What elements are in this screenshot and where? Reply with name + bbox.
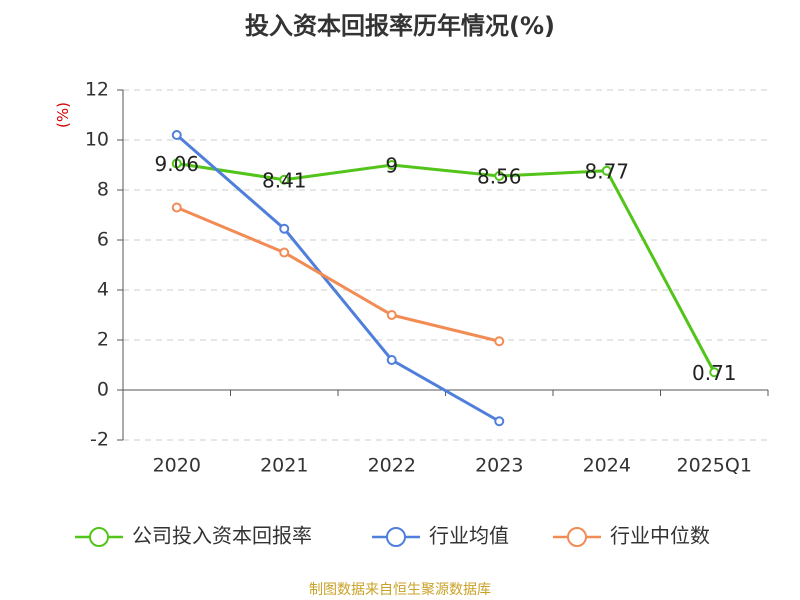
data-point: [171, 202, 182, 213]
y-tick-label: -2: [90, 429, 109, 451]
data-label: 8.77: [584, 159, 629, 183]
legend-marker: [89, 527, 109, 547]
legend: 公司投入资本回报率 行业均值 行业中位数: [75, 524, 710, 548]
series-line: [175, 133, 500, 423]
y-tick-label: 6: [97, 229, 109, 251]
legend-marker: [567, 527, 587, 547]
data-point: [386, 160, 397, 170]
data-point: [279, 247, 290, 258]
y-tick-label: 8: [97, 179, 109, 201]
data-point: [279, 223, 290, 234]
data-point: [494, 336, 505, 347]
data-label: 8.56: [477, 165, 522, 189]
data-point: [601, 165, 612, 176]
y-tick-labels: -2 0 2 4 6 8 10 12: [85, 79, 109, 451]
x-tick-label: 2021: [260, 455, 308, 477]
x-tick-label: 2022: [368, 455, 416, 477]
x-tick-label: 2020: [153, 455, 201, 477]
data-point: [386, 355, 397, 365]
data-point: [386, 310, 397, 320]
grid-lines: [123, 89, 768, 441]
y-tick-label: 0: [97, 379, 109, 401]
series-line: [176, 206, 500, 343]
legend-label[interactable]: 行业中位数: [610, 524, 710, 548]
data-label: 8.41: [262, 168, 307, 192]
data-point: [494, 416, 505, 427]
data-point: [171, 130, 182, 140]
y-axis-unit: (%): [54, 102, 72, 128]
x-tick-labels: 2020 2021 2022 2023 2024 2025Q1: [153, 455, 752, 477]
y-tick-label: 10: [85, 129, 109, 151]
series-line: [176, 162, 716, 373]
y-tick-label: 4: [97, 279, 109, 301]
x-tick-label: 2025Q1: [677, 455, 752, 477]
legend-marker: [386, 527, 406, 547]
data-label: 0.71: [692, 361, 737, 385]
y-tick-label: 12: [85, 79, 109, 101]
data-label: 9.06: [154, 152, 199, 176]
legend-label[interactable]: 公司投入资本回报率: [132, 524, 312, 548]
source-note: 制图数据来自恒生聚源数据库: [309, 582, 491, 598]
data-point: [279, 174, 290, 185]
legend-label[interactable]: 行业均值: [429, 524, 509, 548]
chart-title: 投入资本回报率历年情况(%): [245, 12, 555, 40]
y-tick-label: 2: [97, 329, 109, 351]
x-tick-label: 2024: [583, 455, 631, 477]
data-point: [171, 158, 182, 169]
data-point: [709, 367, 720, 378]
series-lines: [171, 130, 720, 427]
data-point: [494, 171, 505, 181]
data-label: 9: [385, 154, 398, 178]
data-labels: 9.06 8.41 9 8.56 8.77 0.71: [154, 152, 736, 385]
x-tick-label: 2023: [475, 455, 523, 477]
